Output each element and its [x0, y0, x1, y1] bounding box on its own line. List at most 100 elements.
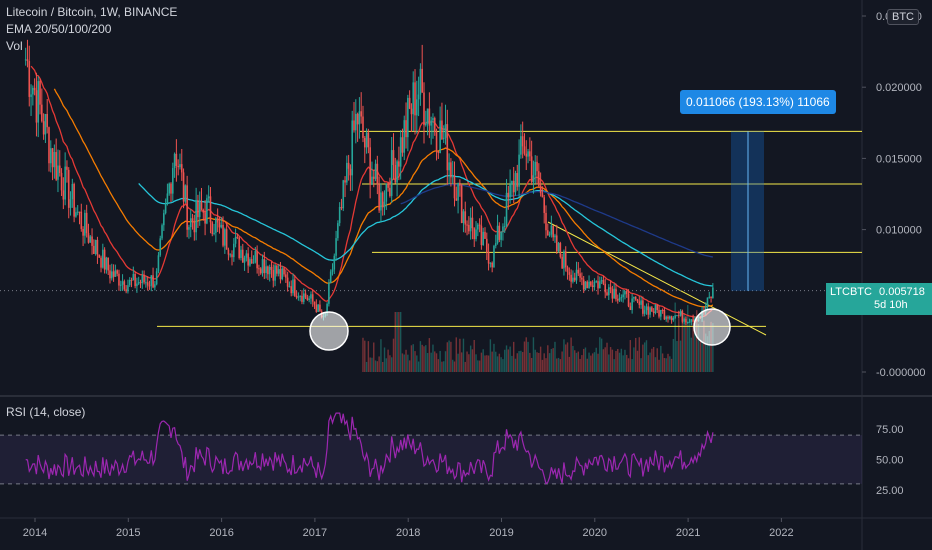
candle-body [96, 239, 99, 255]
candle-body [32, 87, 34, 95]
time-tick-label: 2019 [489, 527, 513, 539]
candle-body [616, 299, 619, 301]
candle-body [403, 120, 406, 153]
rsi-legend: RSI (14, close) [6, 404, 85, 421]
volume-bar [373, 342, 375, 372]
candle-body [98, 254, 101, 258]
candle-body [233, 243, 235, 258]
volume-bar [435, 353, 438, 372]
volume-bar [697, 323, 700, 372]
candle-body [527, 151, 529, 157]
volume-bar [367, 341, 370, 372]
candle-body [87, 233, 90, 243]
volume-bar [408, 360, 411, 372]
candle-body [548, 234, 551, 236]
candle-body [451, 176, 454, 178]
candle-body [627, 293, 630, 307]
volume-bar [674, 302, 676, 372]
candle-body [342, 180, 345, 209]
candle-body [545, 212, 547, 231]
symbol-title[interactable]: Litecoin / Bitcoin, 1W, BINANCE [6, 5, 178, 19]
candle-body [238, 237, 240, 258]
volume-bar [636, 350, 639, 372]
candle-body [595, 281, 598, 283]
candle-body [195, 200, 197, 233]
candle-body [478, 224, 481, 226]
volume-bar [371, 357, 373, 372]
candle-body [396, 161, 398, 183]
candle-body [484, 231, 486, 239]
candle-body [170, 183, 172, 194]
volume-bar [588, 352, 590, 372]
candle-body [593, 281, 596, 288]
candle-body [146, 282, 149, 286]
candle-body [645, 306, 648, 311]
candle-body [631, 298, 633, 310]
volume-bar [660, 345, 662, 372]
volume-bar [609, 347, 612, 372]
candle-body [71, 183, 74, 200]
rsi-indicator-label[interactable]: RSI (14, close) [6, 405, 86, 419]
candle-body [207, 196, 210, 199]
candle-body [78, 211, 81, 213]
volume-bar [390, 357, 393, 372]
candle-body [211, 222, 214, 234]
candle-body [622, 294, 624, 298]
volume-bar [521, 352, 524, 372]
annotations[interactable] [309, 131, 764, 351]
candle-body [380, 192, 382, 211]
candle-body [398, 161, 400, 167]
candle-body [448, 162, 450, 171]
price-tick-label: -0.000000 [876, 367, 926, 379]
candle-body [152, 275, 154, 288]
candle-body [480, 225, 483, 246]
candle-body [401, 137, 404, 153]
candle-body [105, 257, 108, 270]
volume-bar [425, 345, 427, 372]
ema-indicator-label[interactable]: EMA 20/50/100/200 [6, 22, 112, 36]
candle-body [432, 118, 434, 121]
candle-body [426, 108, 429, 124]
volume-bar [597, 353, 599, 372]
volume-bar [694, 318, 696, 372]
volume-bar [475, 354, 477, 372]
currency-badge[interactable]: BTC [887, 9, 919, 25]
candle-body [525, 153, 528, 157]
candle-body [213, 232, 215, 234]
candle-body [582, 279, 585, 290]
candle-body [222, 224, 224, 246]
candle-body [263, 259, 266, 274]
candle-body [218, 222, 221, 228]
candle-body [487, 252, 490, 264]
candle-body [485, 238, 488, 253]
candle-body [267, 266, 269, 275]
volume-bar [369, 357, 371, 372]
candle-body [563, 251, 565, 269]
volume-bar [600, 338, 603, 372]
candle-body [692, 319, 694, 322]
candle-body [93, 245, 95, 254]
volume-bar [514, 358, 517, 372]
candle-body [202, 209, 205, 213]
candle-body [231, 254, 233, 258]
volume-bar [547, 345, 549, 372]
time-tick-label: 2020 [583, 527, 607, 539]
candle-body [297, 296, 300, 298]
candle-body [681, 310, 684, 322]
volume-bar [568, 356, 571, 372]
candle-body [55, 152, 57, 180]
candle-body [643, 310, 646, 314]
candle-body [340, 207, 343, 209]
rsi-line [25, 412, 714, 485]
candle-body [518, 154, 520, 187]
volume-bar [577, 351, 579, 372]
volume-indicator-label[interactable]: Vol [6, 39, 23, 53]
candle-body [502, 226, 504, 232]
candle-body [546, 230, 549, 236]
candle-body [520, 136, 522, 155]
volume-bar [498, 353, 501, 372]
volume-bar [509, 346, 511, 372]
volume-bar [649, 352, 651, 372]
